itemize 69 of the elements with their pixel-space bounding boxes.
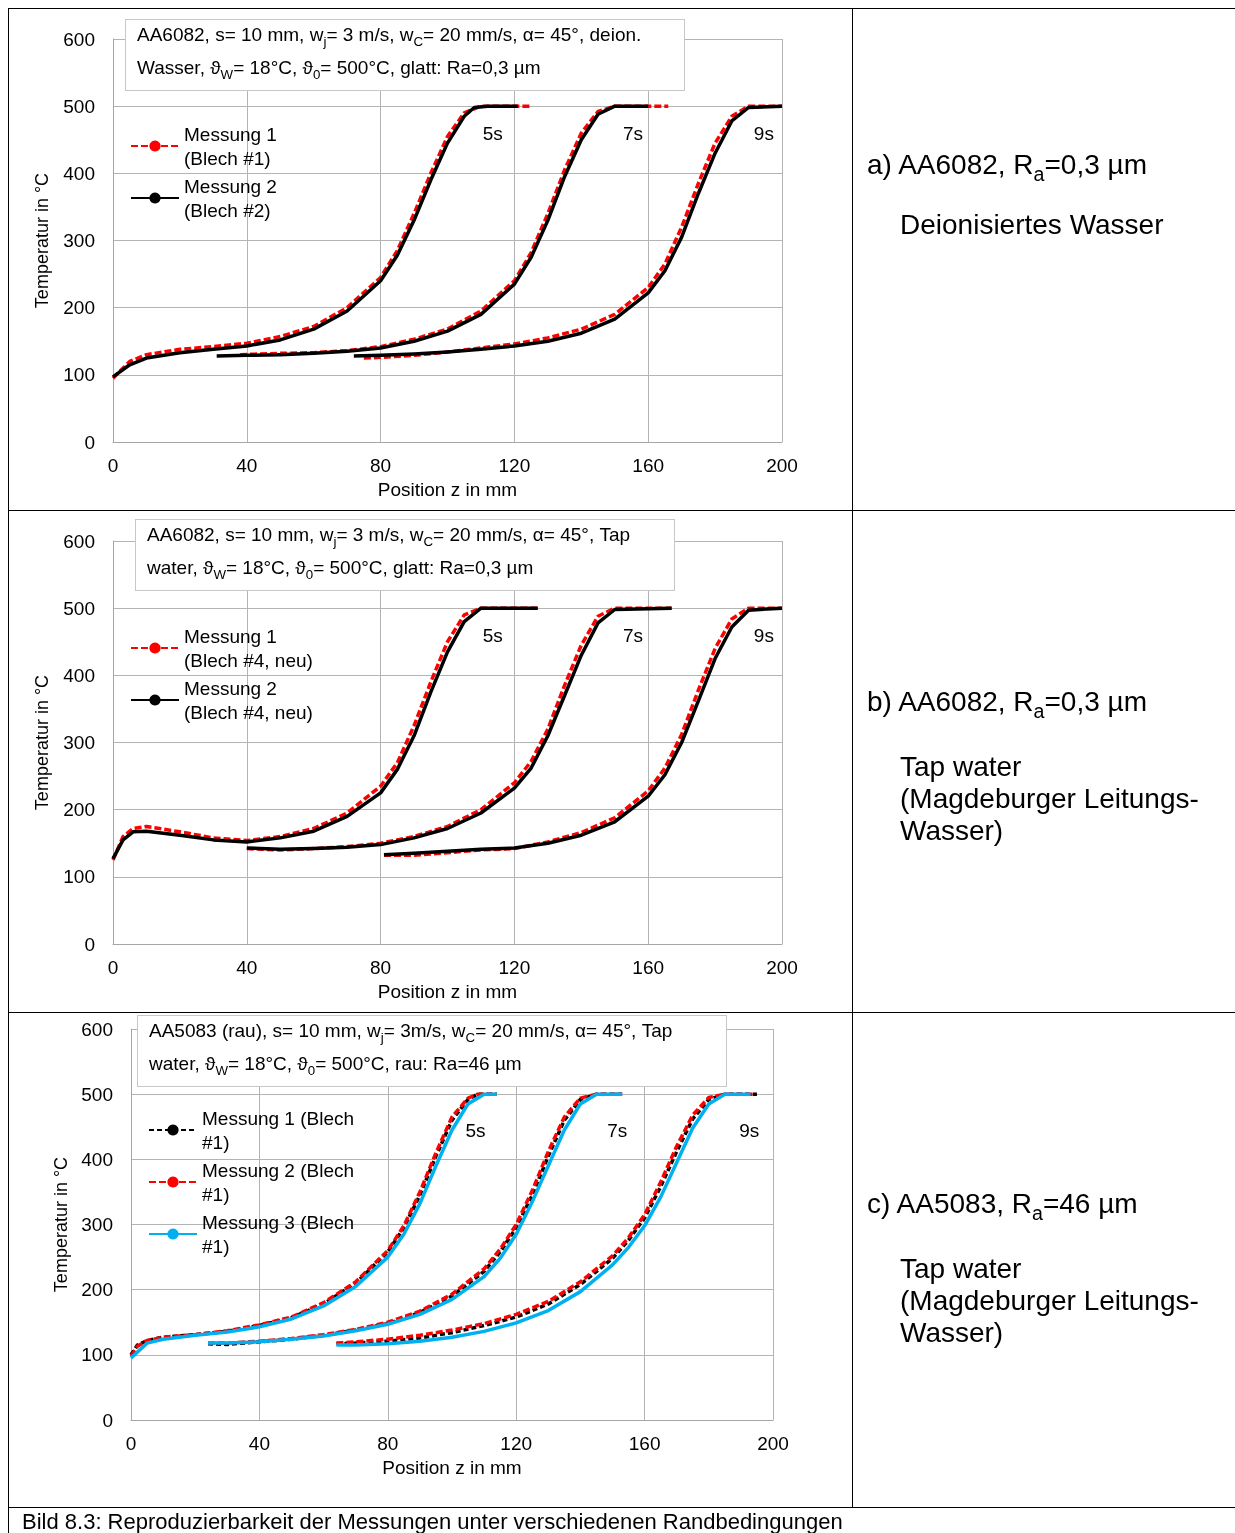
- y-tick-label: 400: [63, 664, 95, 686]
- y-tick-label: 600: [81, 1018, 113, 1040]
- annotation: 9s: [739, 1119, 760, 1142]
- y-tick-label: 300: [81, 1214, 113, 1235]
- annotation: 9s: [753, 123, 774, 146]
- y-tick-label: 500: [81, 1083, 113, 1105]
- x-tick-label: 40: [248, 1433, 270, 1454]
- x-tick-label: 40: [236, 455, 258, 476]
- y-tick-label: 300: [63, 732, 95, 753]
- x-axis-title: Position z in mm: [377, 980, 518, 1002]
- y-tick-label: 200: [81, 1279, 113, 1301]
- x-axis-title: Position z in mm: [377, 478, 518, 500]
- x-tick-label: 160: [632, 455, 665, 476]
- y-axis-title: Temperatur in °C: [32, 172, 52, 309]
- legend-label: Messung 2 (Blech #1): [202, 1159, 360, 1205]
- text-box: AA6082, s= 10 mm, w$_{j}$= 3 m/s, w$_{C}$= 20 mm/s, α= 45°, deion. Wasser, ϑ$_{W}$= 18°C, ϑ$_{0}$= 500°C, glatt: Ra=0,3 µm: [125, 19, 685, 91]
- annotation: 5s: [482, 625, 503, 648]
- x-tick-label: 40: [236, 957, 258, 978]
- annotation: 7s: [622, 123, 644, 146]
- y-axis-title: Temperatur in °C: [32, 674, 52, 811]
- x-tick-label: 80: [370, 957, 392, 978]
- y-tick-label: 0: [84, 431, 95, 453]
- legend-label: Messung 3 (Blech #1): [202, 1211, 360, 1257]
- y-tick-label: 500: [63, 597, 95, 619]
- legend-label: Messung 1 (Blech #1): [184, 123, 283, 169]
- annotation: 7s: [607, 1119, 628, 1142]
- legend-label: Messung 1 (Blech #1): [202, 1107, 360, 1153]
- y-tick-label: 100: [81, 1344, 113, 1366]
- x-tick-label: 200: [757, 1433, 789, 1454]
- legend-label: Messung 2 (Blech #2): [184, 175, 283, 221]
- y-tick-label: 400: [81, 1148, 113, 1170]
- y-tick-label: 600: [63, 530, 95, 552]
- text: Bild 8.3: Reproduzierbarkeit der Messungen unter verschiedenen Randbedingungen: [8, 1507, 1235, 1533]
- text: c) AA5083, R$_{a}$=46 µm: [867, 1188, 1138, 1225]
- x-tick-label: 160: [632, 957, 665, 978]
- y-tick-label: 600: [63, 28, 95, 50]
- text-box: AA5083 (rau), s= 10 mm, w$_{j}$= 3m/s, w$_{C}$= 20 mm/s, α= 45°, Tap water, ϑ$_{W}$= 18°C, ϑ$_{0}$= 500°C, rau: Ra=46 µm: [137, 1015, 727, 1087]
- x-tick-label: 120: [500, 1433, 533, 1454]
- y-tick-label: 200: [63, 799, 95, 821]
- legend-label: Messung 1 (Blech #4, neu): [184, 625, 313, 671]
- x-tick-label: 200: [766, 957, 798, 978]
- y-tick-label: 0: [84, 933, 95, 955]
- x-tick-label: 0: [125, 1433, 137, 1454]
- annotation: 5s: [465, 1119, 486, 1142]
- text: Tap water (Magdeburger Leitungs- Wasser): [900, 1253, 1199, 1349]
- text-box: AA6082, s= 10 mm, w$_{j}$= 3 m/s, w$_{C}$= 20 mm/s, α= 45°, Tap water, ϑ$_{W}$= 18°C, ϑ$_{0}$= 500°C, glatt: Ra=0,3 µm: [135, 519, 675, 591]
- annotation: 9s: [753, 625, 774, 648]
- x-tick-label: 80: [377, 1433, 399, 1454]
- y-tick-label: 200: [63, 297, 95, 319]
- x-axis-title: Position z in mm: [382, 1456, 522, 1478]
- text: a) AA6082, R$_{a}$=0,3 µm: [867, 149, 1147, 186]
- y-tick-label: 100: [63, 866, 95, 888]
- x-tick-label: 120: [498, 455, 531, 476]
- x-tick-label: 160: [628, 1433, 661, 1454]
- x-tick-label: 80: [370, 455, 392, 476]
- annotation: 5s: [482, 123, 503, 146]
- y-axis-title: Temperatur in °C: [51, 1156, 72, 1293]
- legend-label: Messung 2 (Blech #4, neu): [184, 677, 313, 723]
- annotation: 7s: [622, 625, 644, 648]
- text: Tap water (Magdeburger Leitungs- Wasser): [900, 751, 1199, 847]
- x-tick-label: 120: [498, 957, 531, 978]
- y-tick-label: 300: [63, 230, 95, 251]
- y-tick-label: 100: [63, 364, 95, 386]
- text: Deionisiertes Wasser: [900, 209, 1164, 241]
- y-tick-label: 500: [63, 95, 95, 117]
- y-tick-label: 400: [63, 162, 95, 184]
- text: b) AA6082, R$_{a}$=0,3 µm: [867, 686, 1147, 723]
- x-tick-label: 200: [766, 455, 798, 476]
- y-tick-label: 0: [102, 1409, 113, 1431]
